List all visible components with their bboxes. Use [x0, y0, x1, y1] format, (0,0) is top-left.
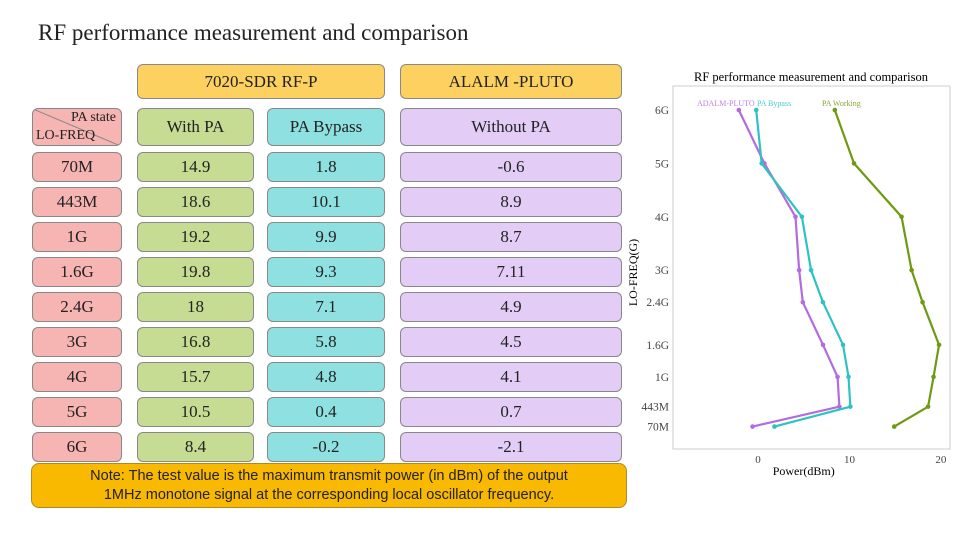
cell-with-pa: 18.6 — [137, 187, 254, 217]
y-tick-label: 2.4G — [646, 297, 669, 309]
x-tick-label: 20 — [935, 454, 947, 466]
cell-without-pa: -0.6 — [400, 152, 622, 182]
cell-with-pa: 19.8 — [137, 257, 254, 287]
data-point — [820, 342, 826, 348]
cell-with-pa: 10.5 — [137, 397, 254, 427]
cell-freq: 1G — [32, 222, 122, 252]
cell-with-pa: 19.2 — [137, 222, 254, 252]
cell-pa-bypass: 10.1 — [267, 187, 385, 217]
series-line-pa-working — [833, 109, 941, 428]
cell-freq: 70M — [32, 152, 122, 182]
cell-freq: 443M — [32, 187, 122, 217]
data-point — [736, 107, 742, 113]
corner-header: PA state LO-FREQ — [32, 108, 122, 146]
data-point — [753, 107, 759, 113]
legend-entry: PA Bypass — [757, 99, 791, 108]
data-point — [848, 404, 853, 409]
cell-with-pa: 14.9 — [137, 152, 254, 182]
y-tick-label: 5G — [655, 158, 669, 170]
lo-freq-label: LO-FREQ — [36, 128, 96, 143]
x-axis-label: Power(dBm) — [773, 464, 835, 478]
y-tick-label: 6G — [655, 105, 669, 117]
data-point — [832, 107, 838, 113]
series-line-adalm-pluto — [737, 109, 841, 428]
diagonal-divider — [33, 109, 120, 145]
data-point — [835, 374, 840, 380]
note-line-1: Note: The test value is the maximum tran… — [90, 468, 568, 484]
col-header-without-pa: Without PA — [400, 108, 622, 146]
cell-with-pa: 8.4 — [137, 432, 254, 462]
legend-entry: ADALM-PLUTO — [697, 99, 755, 108]
cell-freq: 1.6G — [32, 257, 122, 287]
data-point — [793, 214, 798, 220]
data-point — [759, 161, 764, 166]
cell-with-pa: 15.7 — [137, 362, 254, 392]
data-point — [851, 161, 857, 166]
cell-without-pa: 4.1 — [400, 362, 622, 392]
cell-without-pa: 8.9 — [400, 187, 622, 217]
y-tick-label: 1.6G — [646, 340, 669, 352]
cell-pa-bypass: 4.8 — [267, 362, 385, 392]
cell-without-pa: 4.9 — [400, 292, 622, 322]
y-tick-label: 3G — [655, 265, 669, 277]
data-point — [800, 299, 806, 305]
cell-pa-bypass: 9.9 — [267, 222, 385, 252]
data-point — [750, 424, 755, 429]
cell-freq: 4G — [32, 362, 122, 392]
data-point — [909, 267, 914, 273]
cell-with-pa: 16.8 — [137, 327, 254, 357]
x-tick-label: 0 — [755, 454, 761, 466]
note-box: Note: The test value is the maximum tran… — [31, 463, 627, 508]
cell-freq: 6G — [32, 432, 122, 462]
pa-state-label: PA state — [71, 110, 116, 125]
data-point — [846, 374, 851, 380]
group-header-sdr: 7020-SDR RF-P — [137, 64, 385, 99]
x-tick-label: 10 — [844, 454, 856, 466]
y-tick-label: 70M — [647, 422, 669, 434]
data-point — [772, 424, 777, 429]
data-point — [899, 214, 904, 220]
data-point — [820, 299, 826, 305]
data-point — [840, 342, 846, 348]
data-point — [931, 374, 936, 380]
data-point — [891, 424, 897, 429]
cell-without-pa: -2.1 — [400, 432, 622, 462]
cell-with-pa: 18 — [137, 292, 254, 322]
cell-pa-bypass: 9.3 — [267, 257, 385, 287]
cell-pa-bypass: 0.4 — [267, 397, 385, 427]
series-line-pa-bypass — [755, 109, 852, 428]
cell-without-pa: 0.7 — [400, 397, 622, 427]
cell-without-pa: 7.11 — [400, 257, 622, 287]
col-header-with-pa: With PA — [137, 108, 254, 146]
data-point — [808, 267, 814, 273]
group-header-pluto: ALALM -PLUTO — [400, 64, 622, 99]
note-line-2: 1MHz monotone signal at the correspondin… — [103, 487, 555, 503]
y-tick-label: 443M — [642, 402, 669, 414]
chart-title: RF performance measurement and compariso… — [694, 70, 929, 84]
cell-pa-bypass: 5.8 — [267, 327, 385, 357]
cell-without-pa: 4.5 — [400, 327, 622, 357]
data-point — [799, 214, 805, 220]
data-point — [837, 404, 842, 409]
y-axis-label: LO-FREQ(G) — [626, 239, 640, 306]
data-point — [936, 342, 942, 348]
cell-pa-bypass: -0.2 — [267, 432, 385, 462]
cell-freq: 5G — [32, 397, 122, 427]
y-tick-label: 4G — [655, 212, 669, 224]
data-point — [920, 299, 925, 305]
col-header-pa-bypass: PA Bypass — [267, 108, 385, 146]
cell-freq: 2.4G — [32, 292, 122, 322]
data-point — [762, 161, 767, 166]
legend-entry: PA Working — [822, 99, 861, 108]
cell-freq: 3G — [32, 327, 122, 357]
plot-frame — [672, 85, 951, 450]
cell-pa-bypass: 1.8 — [267, 152, 385, 182]
y-tick-label: 1G — [655, 372, 669, 384]
page-title: RF performance measurement and compariso… — [38, 20, 469, 45]
cell-without-pa: 8.7 — [400, 222, 622, 252]
data-point — [796, 267, 802, 273]
data-point — [925, 404, 931, 409]
cell-pa-bypass: 7.1 — [267, 292, 385, 322]
